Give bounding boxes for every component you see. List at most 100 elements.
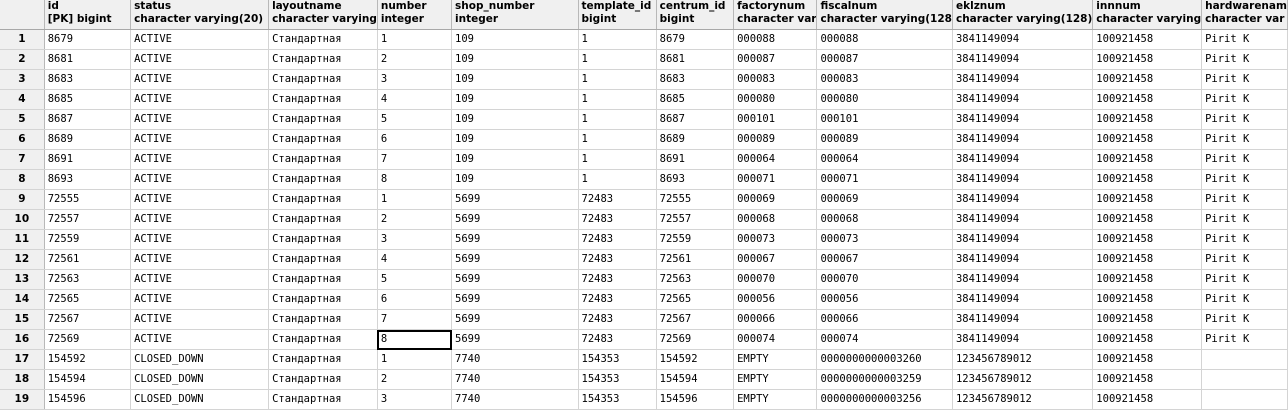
- table-cell[interactable]: 000069: [733, 189, 818, 210]
- table-cell[interactable]: 3841149094: [952, 189, 1094, 210]
- table-cell[interactable]: 5699: [451, 229, 579, 250]
- table-cell[interactable]: 3841149094: [952, 309, 1094, 330]
- table-cell[interactable]: 000073: [816, 229, 953, 250]
- row-number[interactable]: 14: [0, 289, 45, 310]
- table-cell[interactable]: 72483: [578, 189, 657, 210]
- table-row[interactable]: 8 8693 ACTIVE Стандартная 8 109 1 8693 000071 000…: [0, 169, 1288, 190]
- table-cell[interactable]: 4: [377, 89, 453, 110]
- table-cell[interactable]: 0000000000003256: [816, 389, 953, 410]
- table-cell[interactable]: 72565: [656, 289, 735, 310]
- table-cell[interactable]: ACTIVE: [130, 289, 270, 310]
- table-cell[interactable]: 8: [377, 169, 453, 190]
- table-cell[interactable]: 000074: [816, 329, 953, 350]
- column-header-3[interactable]: number integer: [377, 0, 453, 30]
- row-number[interactable]: 13: [0, 269, 45, 290]
- table-cell[interactable]: 100921458: [1092, 229, 1203, 250]
- table-cell[interactable]: 100921458: [1092, 389, 1203, 410]
- table-cell[interactable]: 000064: [733, 149, 818, 170]
- table-cell[interactable]: ACTIVE: [130, 189, 270, 210]
- table-cell[interactable]: 72561: [656, 249, 735, 270]
- table-row[interactable]: 19 154596 CLOSED_DOWN Стандартная 3 7740 15435…: [0, 389, 1288, 410]
- table-row[interactable]: 5 8687 ACTIVE Стандартная 5 109 1 8687 000101 000…: [0, 109, 1288, 130]
- corner-cell[interactable]: [0, 0, 45, 30]
- column-header-6[interactable]: centrum_id bigint: [656, 0, 735, 30]
- table-cell[interactable]: Стандартная: [268, 389, 378, 410]
- table-cell[interactable]: Стандартная: [268, 249, 378, 270]
- table-cell[interactable]: 000083: [816, 69, 953, 90]
- table-cell[interactable]: 3841149094: [952, 109, 1094, 130]
- table-cell[interactable]: Стандартная: [268, 109, 378, 130]
- table-cell[interactable]: 3841149094: [952, 89, 1094, 110]
- table-cell[interactable]: 000068: [816, 209, 953, 230]
- table-cell[interactable]: 5699: [451, 249, 579, 270]
- table-cell[interactable]: 000088: [733, 29, 818, 50]
- table-cell[interactable]: 000070: [816, 269, 953, 290]
- table-cell[interactable]: 3841149094: [952, 229, 1094, 250]
- table-cell[interactable]: Pirit K: [1201, 309, 1288, 330]
- table-cell[interactable]: 100921458: [1092, 329, 1203, 350]
- row-number[interactable]: 16: [0, 329, 45, 350]
- column-header-2[interactable]: layoutname character varying: [268, 0, 378, 30]
- table-cell[interactable]: 8691: [44, 149, 132, 170]
- table-cell[interactable]: 109: [451, 69, 579, 90]
- table-cell[interactable]: 3: [377, 229, 453, 250]
- table-cell[interactable]: Pirit K: [1201, 209, 1288, 230]
- table-cell[interactable]: 6: [377, 129, 453, 150]
- table-cell[interactable]: Pirit K: [1201, 129, 1288, 150]
- column-header-9[interactable]: eklznum character varying(128): [952, 0, 1094, 30]
- table-cell[interactable]: 154596: [656, 389, 735, 410]
- table-cell[interactable]: Pirit K: [1201, 69, 1288, 90]
- table-cell[interactable]: 000083: [733, 69, 818, 90]
- table-cell[interactable]: 72557: [44, 209, 132, 230]
- table-cell[interactable]: 72559: [44, 229, 132, 250]
- table-cell[interactable]: Стандартная: [268, 309, 378, 330]
- table-row[interactable]: 4 8685 ACTIVE Стандартная 4 109 1 8685 000080 000…: [0, 89, 1288, 110]
- table-cell[interactable]: 123456789012: [952, 349, 1094, 370]
- table-cell[interactable]: 100921458: [1092, 289, 1203, 310]
- table-cell[interactable]: 8683: [44, 69, 132, 90]
- table-cell[interactable]: 72563: [44, 269, 132, 290]
- table-cell[interactable]: 72555: [656, 189, 735, 210]
- table-cell[interactable]: 3841149094: [952, 29, 1094, 50]
- table-cell[interactable]: ACTIVE: [130, 329, 270, 350]
- table-cell[interactable]: 000074: [733, 329, 818, 350]
- table-cell[interactable]: 109: [451, 149, 579, 170]
- row-number[interactable]: 11: [0, 229, 45, 250]
- table-row[interactable]: 12 72561 ACTIVE Стандартная 4 5699 72483 72561 0…: [0, 249, 1288, 270]
- table-cell[interactable]: 1: [377, 349, 453, 370]
- table-cell[interactable]: ACTIVE: [130, 169, 270, 190]
- table-cell[interactable]: 100921458: [1092, 249, 1203, 270]
- table-cell[interactable]: 8687: [656, 109, 735, 130]
- table-cell[interactable]: 8681: [44, 49, 132, 70]
- table-cell[interactable]: 8679: [656, 29, 735, 50]
- row-number[interactable]: 4: [0, 89, 45, 110]
- table-cell[interactable]: 154592: [44, 349, 132, 370]
- table-cell[interactable]: Стандартная: [268, 209, 378, 230]
- table-cell[interactable]: 8691: [656, 149, 735, 170]
- table-cell[interactable]: 123456789012: [952, 389, 1094, 410]
- table-cell[interactable]: 3841149094: [952, 249, 1094, 270]
- table-cell[interactable]: 100921458: [1092, 269, 1203, 290]
- table-cell[interactable]: 8687: [44, 109, 132, 130]
- table-cell[interactable]: 100921458: [1092, 369, 1203, 390]
- table-cell[interactable]: 100921458: [1092, 309, 1203, 330]
- table-cell[interactable]: 2: [377, 369, 453, 390]
- table-cell[interactable]: 000080: [816, 89, 953, 110]
- table-cell[interactable]: 000064: [816, 149, 953, 170]
- table-row[interactable]: 15 72567 ACTIVE Стандартная 7 5699 72483 72567 0…: [0, 309, 1288, 330]
- column-header-7[interactable]: factorynum character var: [733, 0, 818, 30]
- table-cell[interactable]: 123456789012: [952, 369, 1094, 390]
- table-cell[interactable]: Стандартная: [268, 69, 378, 90]
- table-cell[interactable]: 72567: [656, 309, 735, 330]
- table-cell[interactable]: Pirit K: [1201, 169, 1288, 190]
- table-cell[interactable]: Стандартная: [268, 29, 378, 50]
- table-row[interactable]: 2 8681 ACTIVE Стандартная 2 109 1 8681 000087 000…: [0, 49, 1288, 70]
- table-cell[interactable]: 000056: [733, 289, 818, 310]
- row-number[interactable]: 3: [0, 69, 45, 90]
- table-cell[interactable]: Pirit K: [1201, 189, 1288, 210]
- table-cell[interactable]: 7740: [451, 369, 579, 390]
- table-cell[interactable]: 7: [377, 309, 453, 330]
- table-cell[interactable]: 0000000000003259: [816, 369, 953, 390]
- table-cell[interactable]: 154353: [578, 369, 657, 390]
- table-cell[interactable]: ACTIVE: [130, 149, 270, 170]
